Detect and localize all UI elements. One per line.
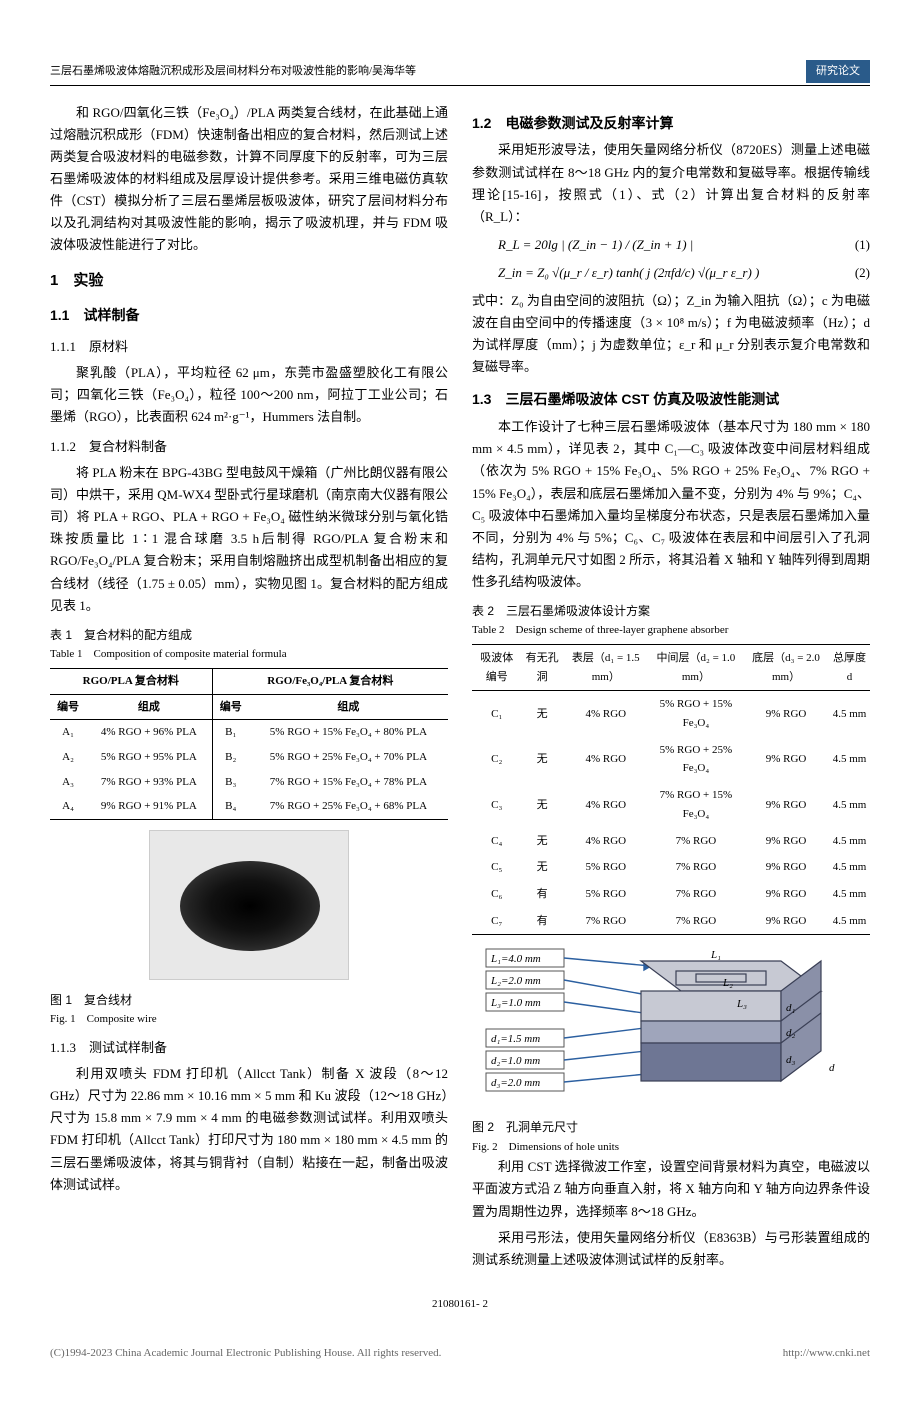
- lbl-L3: L₃=1.0 mm: [490, 997, 541, 1009]
- figure-2-svg: L₁=4.0 mm L₂=2.0 mm L₃=1.0 mm d₁=1.5 mm …: [481, 941, 861, 1111]
- table-row: C₅无5% RGO7% RGO9% RGO4.5 mm: [472, 854, 870, 881]
- page-number: 21080161- 2: [50, 1295, 870, 1314]
- t2-h6: 总厚度 d: [829, 645, 870, 691]
- eq1-num: (1): [840, 234, 870, 256]
- t2-h3: 表层（d₁ = 1.5 mm）: [563, 645, 649, 691]
- wire-photo-placeholder: [149, 830, 349, 980]
- sec-1-1-3: 1.1.3 测试试样制备: [50, 1037, 448, 1059]
- lbl-d2: d₂=1.0 mm: [491, 1055, 540, 1067]
- copyright-footer: (C)1994-2023 China Academic Journal Elec…: [50, 1344, 870, 1363]
- p-1-1-3: 利用双喷头 FDM 打印机（Allcct Tank）制备 X 波段（8～12 G…: [50, 1063, 448, 1196]
- p-1-1-1: 聚乳酸（PLA），平均粒径 62 μm，东莞市盈盛塑胶化工有限公司；四氧化三铁（…: [50, 362, 448, 428]
- p-1-3: 本工作设计了七种三层石墨烯吸波体（基本尺寸为 180 mm × 180 mm ×…: [472, 416, 870, 593]
- sec-1-1-2: 1.1.2 复合材料制备: [50, 436, 448, 458]
- table-2-title-en: Table 2 Design scheme of three-layer gra…: [472, 621, 870, 640]
- t1-col-b1: 编号: [212, 694, 249, 720]
- fig2-caption: 图 2 孔洞单元尺寸: [472, 1117, 870, 1137]
- copyright-text: (C)1994-2023 China Academic Journal Elec…: [50, 1344, 441, 1363]
- lbl-d3: d₃=2.0 mm: [491, 1077, 540, 1089]
- t1-col-b2: 组成: [249, 694, 448, 720]
- left-column: 和 RGO/四氧化三铁（Fe₃O₄）/PLA 两类复合线材，在此基础上通过熔融沉…: [50, 102, 448, 1275]
- eq1-body: R_L = 20lg | (Z_in − 1) / (Z_in + 1) |: [472, 234, 840, 256]
- intro-para: 和 RGO/四氧化三铁（Fe₃O₄）/PLA 两类复合线材，在此基础上通过熔融沉…: [50, 102, 448, 257]
- lbl-L2: L₂=2.0 mm: [490, 975, 541, 987]
- table-row: C₂无4% RGO5% RGO + 25% Fe₃O₄9% RGO4.5 mm: [472, 737, 870, 782]
- fig1-caption-en: Fig. 1 Composite wire: [50, 1010, 448, 1029]
- t2-h5: 底层（d₃ = 2.0 mm）: [743, 645, 829, 691]
- sec-1-1: 1.1 试样制备: [50, 304, 448, 328]
- table-row: C₆有5% RGO7% RGO9% RGO4.5 mm: [472, 881, 870, 908]
- p-after-fig2b: 采用弓形法，使用矢量网络分析仪（E8363B）与弓形装置组成的测试系统测量上述吸…: [472, 1227, 870, 1271]
- table-row: C₄无4% RGO7% RGO9% RGO4.5 mm: [472, 828, 870, 855]
- ax-L3: L₃: [736, 998, 747, 1010]
- table-1: RGO/PLA 复合材料 RGO/Fe₃O₄/PLA 复合材料 编号 组成 编号…: [50, 668, 448, 820]
- ax-d: d: [829, 1062, 835, 1074]
- table-2-title: 表 2 三层石墨烯吸波体设计方案: [472, 601, 870, 621]
- header-title: 三层石墨烯吸波体熔融沉积成形及层间材料分布对吸波性能的影响/吴海华等: [50, 62, 416, 81]
- t2-h1: 吸波体编号: [472, 645, 521, 691]
- figure-1: [50, 830, 448, 980]
- fig2-caption-en: Fig. 2 Dimensions of hole units: [472, 1138, 870, 1157]
- ax-L1: L₁: [710, 949, 721, 961]
- p-1-1-2: 将 PLA 粉末在 BPG-43BG 型电鼓风干燥箱（广州比朗仪器有限公司）中烘…: [50, 462, 448, 617]
- page-header: 三层石墨烯吸波体熔融沉积成形及层间材料分布对吸波性能的影响/吴海华等 研究论文: [50, 60, 870, 86]
- header-tag: 研究论文: [806, 60, 870, 83]
- equation-2: Z_in = Z₀ √(μ_r / ε_r) tanh( j (2πfd/c) …: [472, 262, 870, 284]
- ax-d3: d₃: [786, 1054, 796, 1066]
- table-row: C₃无4% RGO7% RGO + 15% Fe₃O₄9% RGO4.5 mm: [472, 782, 870, 827]
- p-after-fig2a: 利用 CST 选择微波工作室，设置空间背景材料为真空，电磁波以平面波方式沿 Z …: [472, 1156, 870, 1222]
- lbl-d1: d₁=1.5 mm: [491, 1033, 540, 1045]
- lbl-L1: L₁=4.0 mm: [490, 953, 541, 965]
- p-1-2: 采用矩形波导法，使用矢量网络分析仪（8720ES）测量上述电磁参数测试试样在 8…: [472, 139, 870, 227]
- table-row: C₇有7% RGO7% RGO9% RGO4.5 mm: [472, 908, 870, 935]
- eq2-num: (2): [840, 262, 870, 284]
- equation-1: R_L = 20lg | (Z_in − 1) / (Z_in + 1) | (…: [472, 234, 870, 256]
- fig1-caption: 图 1 复合线材: [50, 990, 448, 1010]
- t2-h2: 有无孔洞: [521, 645, 562, 691]
- eq2-body: Z_in = Z₀ √(μ_r / ε_r) tanh( j (2πfd/c) …: [472, 262, 840, 284]
- table-row: C₁无4% RGO5% RGO + 15% Fe₃O₄9% RGO4.5 mm: [472, 691, 870, 737]
- sec-1-2: 1.2 电磁参数测试及反射率计算: [472, 112, 870, 136]
- table-row: A₃7% RGO + 93% PLAB₃7% RGO + 15% Fe₃O₄ +…: [50, 770, 448, 795]
- t1-head-b: RGO/Fe₃O₄/PLA 复合材料: [212, 668, 448, 694]
- two-column-layout: 和 RGO/四氧化三铁（Fe₃O₄）/PLA 两类复合线材，在此基础上通过熔融沉…: [50, 102, 870, 1275]
- copyright-url: http://www.cnki.net: [783, 1344, 870, 1363]
- t1-col-a1: 编号: [50, 694, 86, 720]
- table-row: A₁4% RGO + 96% PLAB₁5% RGO + 15% Fe₃O₄ +…: [50, 720, 448, 745]
- sec-1-3: 1.3 三层石墨烯吸波体 CST 仿真及吸波性能测试: [472, 388, 870, 412]
- table-1-title-en: Table 1 Composition of composite materia…: [50, 645, 448, 664]
- eq-desc: 式中：Z₀ 为自由空间的波阻抗（Ω）；Z_in 为输入阻抗（Ω）；c 为电磁波在…: [472, 290, 870, 378]
- right-column: 1.2 电磁参数测试及反射率计算 采用矩形波导法，使用矢量网络分析仪（8720E…: [472, 102, 870, 1275]
- t2-h4: 中间层（d₂ = 1.0 mm）: [649, 645, 743, 691]
- table-2: 吸波体编号 有无孔洞 表层（d₁ = 1.5 mm） 中间层（d₂ = 1.0 …: [472, 644, 870, 935]
- sec-1-1-1: 1.1.1 原材料: [50, 336, 448, 358]
- wire-coil-icon: [180, 861, 320, 951]
- t1-col-a2: 组成: [86, 694, 212, 720]
- sec-1: 1 实验: [50, 268, 448, 294]
- table-row: A₂5% RGO + 95% PLAB₂5% RGO + 25% Fe₃O₄ +…: [50, 745, 448, 770]
- ax-d2: d₂: [786, 1027, 796, 1039]
- t1-head-a: RGO/PLA 复合材料: [50, 668, 212, 694]
- table-1-title: 表 1 复合材料的配方组成: [50, 625, 448, 645]
- ax-L2: L₂: [722, 977, 733, 989]
- ax-d1: d₁: [786, 1002, 796, 1014]
- table-row: A₄9% RGO + 91% PLAB₄7% RGO + 25% Fe₃O₄ +…: [50, 794, 448, 819]
